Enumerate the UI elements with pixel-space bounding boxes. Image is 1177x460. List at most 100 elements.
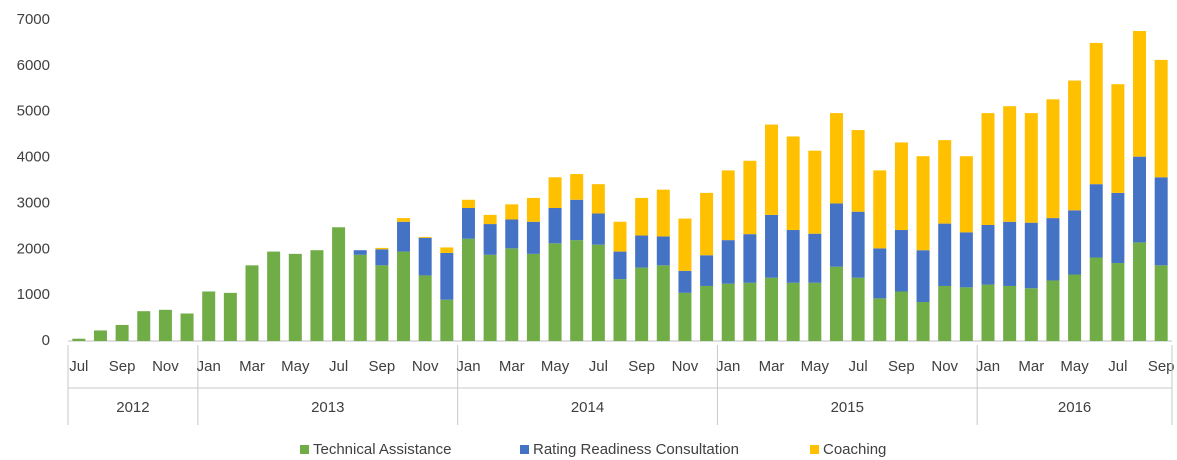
bar-segment: [851, 211, 865, 278]
legend-swatch: [520, 445, 529, 454]
bar-segment: [570, 174, 584, 200]
bar-segment: [353, 250, 367, 255]
bar-segment: [1024, 113, 1038, 223]
bar-segment: [505, 204, 519, 220]
bar-segment: [765, 277, 779, 341]
y-tick-label: 2000: [17, 240, 50, 257]
bar-segment: [700, 192, 714, 256]
bar-segment: [678, 270, 692, 293]
bar-segment: [548, 177, 562, 209]
bar-segment: [1024, 288, 1038, 341]
group-label: 2016: [1058, 399, 1091, 416]
y-tick-label: 7000: [17, 11, 50, 28]
legend-label: Technical Assistance: [313, 441, 451, 458]
bar-segment: [851, 130, 865, 212]
x-tick-label: Mar: [499, 358, 525, 375]
bar-segment: [981, 113, 995, 225]
bar-segment: [635, 267, 649, 341]
bar-segment: [202, 291, 216, 341]
bar-segment: [397, 221, 411, 252]
x-tick-label: May: [541, 358, 570, 375]
x-tick-label: Jul: [849, 358, 868, 375]
bar-segment: [743, 282, 757, 341]
bar-segment: [310, 250, 324, 341]
bar-segment: [613, 251, 627, 280]
x-tick-label: Mar: [759, 358, 785, 375]
x-tick-label: Jul: [69, 358, 88, 375]
bar-segment: [938, 223, 952, 286]
legend-swatch: [810, 445, 819, 454]
bar-segment: [223, 292, 237, 341]
x-tick-label: Sep: [628, 358, 655, 375]
bar-segment: [461, 238, 475, 341]
bar-segment: [591, 244, 605, 341]
bar-segment: [137, 311, 151, 341]
x-tick-label: Nov: [931, 358, 958, 375]
bar-segment: [635, 235, 649, 268]
bar-segment: [548, 243, 562, 341]
bar-segment: [959, 287, 973, 341]
bar-segment: [1068, 80, 1082, 211]
bar-segment: [938, 285, 952, 341]
bar-segment: [656, 265, 670, 341]
bar-segment: [332, 227, 346, 341]
bar-segment: [440, 252, 454, 300]
bar-segment: [938, 140, 952, 224]
bar-segment: [72, 338, 86, 341]
y-tick-label: 3000: [17, 194, 50, 211]
x-tick-label: Jul: [1108, 358, 1127, 375]
bar-segment: [1046, 280, 1060, 341]
bar-segment: [894, 291, 908, 341]
bar-segment: [829, 203, 843, 267]
bar-segment: [1111, 84, 1125, 193]
bar-segment: [765, 214, 779, 278]
bar-segment: [894, 142, 908, 231]
bar-segment: [721, 170, 735, 241]
bar-segment: [743, 234, 757, 283]
bar-segment: [808, 233, 822, 283]
bar-segment: [873, 248, 887, 299]
bar-segment: [656, 189, 670, 237]
y-tick-label: 1000: [17, 286, 50, 303]
bar-segment: [743, 160, 757, 235]
bar-segment: [288, 253, 302, 341]
bar-segment: [1003, 221, 1017, 286]
x-tick-label: Jan: [976, 358, 1000, 375]
bar-segment: [353, 254, 367, 341]
bar-segment: [591, 213, 605, 245]
bar-segment: [1089, 184, 1103, 258]
bar-segment: [461, 208, 475, 239]
y-tick-label: 0: [42, 332, 50, 349]
x-tick-label: Sep: [369, 358, 396, 375]
y-tick-label: 5000: [17, 103, 50, 120]
bar-segment: [483, 254, 497, 341]
bar-segment: [375, 247, 389, 250]
x-tick-label: Mar: [239, 358, 265, 375]
bar-segment: [1154, 177, 1168, 266]
bar-segment: [678, 218, 692, 271]
bar-segment: [981, 224, 995, 285]
bar-segment: [570, 240, 584, 341]
bar-segment: [894, 230, 908, 292]
bar-segment: [570, 199, 584, 241]
bar-segment: [1068, 274, 1082, 341]
bar-segment: [418, 275, 432, 341]
x-tick-label: May: [801, 358, 830, 375]
legend-label: Rating Readiness Consultation: [533, 441, 739, 458]
group-label: 2013: [311, 399, 344, 416]
x-tick-label: Mar: [1018, 358, 1044, 375]
bar-segment: [375, 249, 389, 266]
bar-segment: [483, 214, 497, 225]
bar-segment: [916, 156, 930, 251]
bar-segment: [721, 283, 735, 341]
legend-label: Coaching: [823, 441, 886, 458]
bar-segment: [397, 251, 411, 341]
bar-segment: [1133, 242, 1147, 341]
x-tick-label: Nov: [152, 358, 179, 375]
bar-segment: [267, 251, 281, 341]
group-label: 2012: [116, 399, 149, 416]
bar-segment: [418, 237, 432, 276]
bar-segment: [1133, 156, 1147, 243]
legend-swatch: [300, 445, 309, 454]
